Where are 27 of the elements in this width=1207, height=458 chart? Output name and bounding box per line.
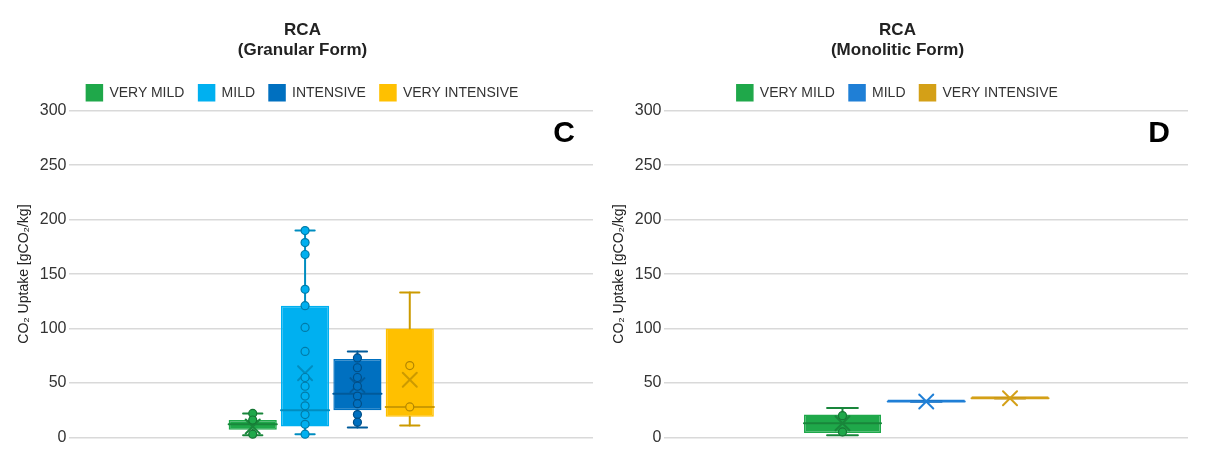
- legend-label: VERY INTENSIVE: [942, 83, 1058, 100]
- legend-label: MILD: [872, 83, 906, 100]
- legend-label: VERY MILD: [109, 83, 185, 100]
- y-axis-title: CO₂ Uptake [gCO₂/kg]: [15, 204, 32, 344]
- legend-label: INTENSIVE: [292, 83, 366, 100]
- y-tick-label: 100: [39, 318, 67, 336]
- y-tick-label: 50: [48, 373, 67, 391]
- y-tick-label: 100: [634, 318, 662, 336]
- legend-label: VERY INTENSIVE: [402, 83, 519, 100]
- y-tick-label: 250: [39, 155, 67, 173]
- annotation: D: [1148, 115, 1170, 149]
- annotation: C: [553, 115, 575, 149]
- y-tick-label: 200: [39, 210, 67, 228]
- y-tick-label: 0: [57, 427, 67, 445]
- y-tick-label: 150: [634, 264, 662, 282]
- legend-label: MILD: [221, 83, 256, 100]
- chart-title: RCA (Granular Form): [237, 19, 368, 60]
- y-tick-label: 150: [39, 264, 67, 282]
- y-tick-label: 0: [652, 427, 662, 445]
- y-tick-label: 300: [634, 101, 662, 119]
- chart-title: RCA (Monolitic Form): [830, 19, 965, 60]
- y-tick-label: 250: [634, 155, 662, 173]
- y-tick-label: 50: [643, 373, 662, 391]
- y-tick-label: 200: [634, 210, 662, 228]
- legend-label: VERY MILD: [759, 83, 835, 100]
- y-axis-title: CO₂ Uptake [gCO₂/kg]: [610, 204, 627, 344]
- y-tick-label: 300: [39, 101, 67, 119]
